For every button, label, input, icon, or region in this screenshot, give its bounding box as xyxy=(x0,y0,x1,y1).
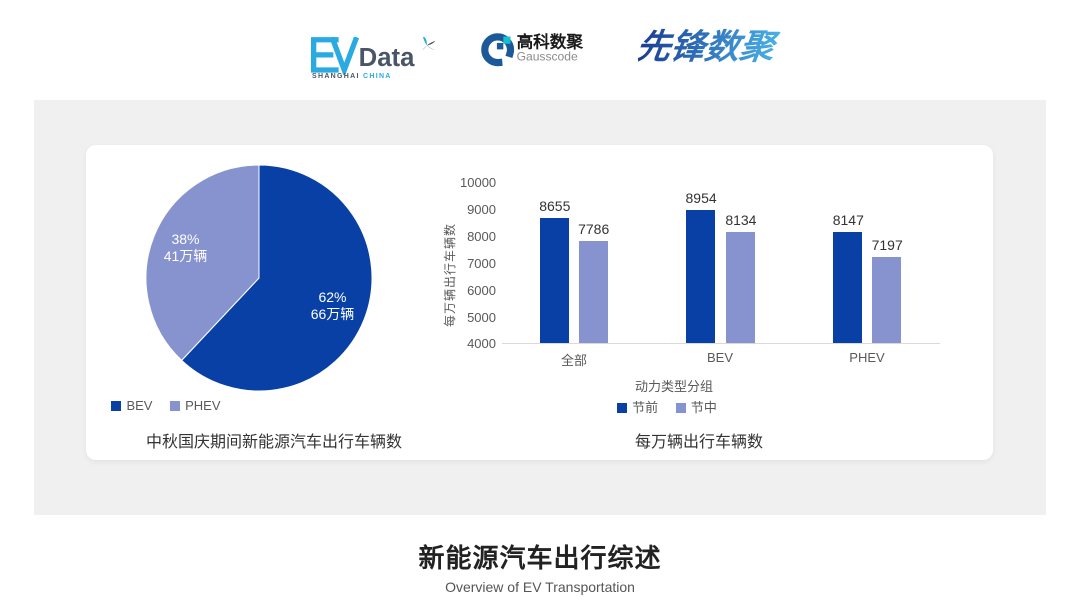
svg-text:Data: Data xyxy=(359,44,415,72)
svg-text:Gausscode: Gausscode xyxy=(517,49,578,63)
svg-text:高科数聚: 高科数聚 xyxy=(517,31,584,51)
svg-text:先锋数聚: 先锋数聚 xyxy=(638,29,782,67)
